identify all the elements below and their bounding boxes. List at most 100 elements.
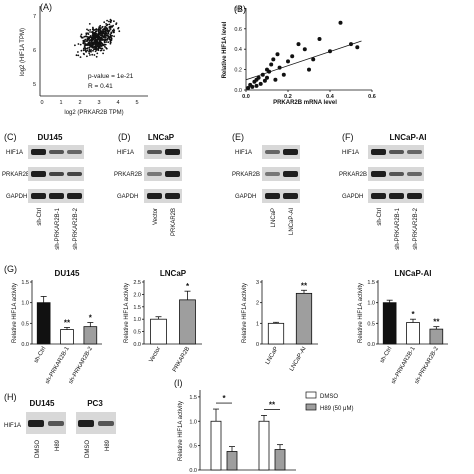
scatter-a-point [104, 25, 107, 28]
panel-b-label: (B) [234, 4, 246, 14]
scatter-a-point [93, 41, 95, 44]
scatter-a-point [83, 35, 86, 38]
scatter-a-point [80, 33, 83, 36]
bar [267, 322, 285, 345]
scatter-a-point [95, 55, 98, 58]
panel-g-label: (G) [4, 264, 17, 274]
bar-chart-ylabel: Relative HIF1A activity [124, 283, 130, 343]
panel-f-row-label: PRKAR2B [339, 172, 367, 178]
panel-c-band [67, 193, 82, 199]
panel-c-band [31, 193, 46, 199]
scatter-b-point [307, 67, 311, 72]
panel-f-band [389, 150, 404, 154]
panel-e-blot-strip [262, 145, 300, 159]
scatter-a-point [87, 29, 90, 32]
scatter-b-point [265, 75, 269, 80]
panel-i-legend: DMSO H89 (50 μM) [305, 391, 353, 412]
bar-category-label: sh-Ctrl [379, 346, 393, 364]
scatter-a-point [94, 30, 97, 33]
bar-chart-ytick: 0.5 [133, 330, 141, 336]
panel-d-label: (D) [118, 132, 131, 142]
panel-i-ytick: 1.5 [189, 395, 197, 401]
scatter-a-point [110, 36, 112, 39]
scatter-a-point [82, 52, 85, 55]
bar [258, 420, 270, 471]
panel-f-row-label: HIF1A [342, 150, 359, 156]
panel-f-band [407, 172, 422, 176]
scatter-a-point [100, 30, 103, 32]
panel-e-band [283, 193, 298, 199]
scatter-a-point [113, 29, 116, 32]
scatter-a-point [96, 38, 98, 41]
panel-c-band [67, 150, 82, 154]
legend-swatch-h89 [305, 403, 317, 411]
bar-chart-ytick: 0.0 [133, 342, 141, 348]
scatter-b-point [273, 77, 278, 82]
scatter-a-point [74, 44, 76, 47]
scatter-a-point [95, 41, 98, 44]
panel-h-band [78, 420, 94, 427]
panel-e-lane-label: LNCaP [271, 208, 277, 227]
bar-category-label: sh-Ctrl [33, 346, 47, 364]
panel-h-band [98, 421, 114, 426]
panel-f-label: (F) [342, 132, 354, 142]
scatter-a-point [77, 54, 80, 57]
scatter-a-point [110, 31, 113, 34]
scatter-a-point [97, 38, 100, 41]
bar-chart-title: LNCaP [160, 269, 187, 278]
scatter-a-point [89, 44, 91, 46]
panel-c-lane-label: sh-PRKAR2B-1 [55, 207, 61, 249]
panel-c-band [49, 193, 64, 199]
scatter-a-point [90, 50, 92, 53]
scatter-a-point [105, 23, 107, 25]
panel-b-ytick: 0.4 [234, 47, 242, 53]
scatter-a-point [104, 28, 106, 30]
scatter-a-point [93, 48, 95, 51]
panel-a-ylabel: log2 (HIF1A TPM) [20, 28, 26, 76]
significance-mark: ** [269, 400, 276, 409]
panel-f-title: LNCaP-AI [390, 133, 427, 142]
panel-d-band [147, 172, 162, 176]
scatter-a-point [89, 54, 91, 56]
bar [226, 451, 238, 471]
scatter-a-point [102, 28, 105, 31]
panel-c-band [49, 150, 64, 154]
scatter-a-point [113, 31, 115, 34]
scatter-a-point [104, 41, 106, 44]
significance-mark: * [411, 310, 415, 319]
panel-c-row-label: PRKAR2B [2, 172, 30, 178]
scatter-a-point [94, 34, 96, 36]
scatter-a-point [90, 41, 93, 43]
panel-e-label: (E) [232, 132, 244, 142]
bar-chart-ytick: 0.0 [367, 342, 375, 348]
scatter-a-point [77, 51, 79, 53]
panel-e: (E) HIF1A PRKAR2B GAPDH LNCaP LNCaP-AI [232, 132, 300, 235]
scatter-a-point [113, 20, 115, 23]
panel-a-ytick: 5 [33, 82, 36, 88]
panel-c-band [49, 172, 64, 176]
scatter-a-point [111, 29, 114, 32]
scatter-a-point [95, 28, 98, 30]
panel-e-row-label: GAPDH [235, 194, 256, 200]
panel-c-row-label: HIF1A [6, 150, 23, 156]
bar-category-label: sh-PRKAR2B-1 [391, 345, 417, 385]
bar-chart-title: DU145 [55, 269, 80, 278]
bar-chart-ytick: 0 [256, 342, 259, 348]
scatter-a-point [86, 38, 89, 41]
scatter-a-point [105, 27, 108, 30]
scatter-a-point [77, 43, 80, 45]
panel-d-blot-strip [144, 145, 182, 159]
panel-f-band [371, 149, 386, 155]
scatter-a-point [87, 33, 90, 35]
bar-chart-ytick: 1 [256, 321, 259, 327]
panel-d-title: LNCaP [148, 133, 175, 142]
significance-mark: ** [301, 281, 308, 290]
scatter-a-point [109, 21, 112, 24]
scatter-a-point [94, 39, 97, 42]
scatter-b-point [338, 20, 343, 25]
panel-b-ytick: 0.0 [234, 88, 242, 94]
scatter-a-point [105, 41, 108, 43]
panel-h-blot-strip [26, 412, 66, 434]
